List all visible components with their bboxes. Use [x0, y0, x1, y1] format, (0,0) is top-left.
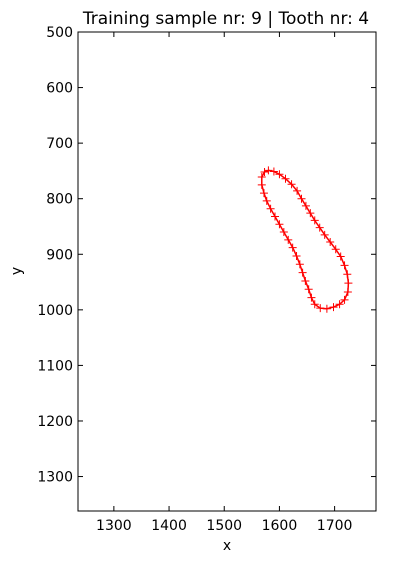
x-tick-label: 1400 [151, 518, 187, 534]
data-point-marker [257, 180, 266, 189]
y-tick-label: 1100 [37, 358, 73, 374]
plot-frame [77, 31, 377, 512]
data-point-marker [343, 270, 352, 279]
y-tick-label: 1000 [37, 303, 73, 319]
y-tick-label: 500 [46, 25, 73, 41]
data-point-marker [297, 194, 306, 203]
axis-ticks: 1300 1400 1500 1600 1700 500 600 700 800 900 1000 1… [37, 25, 376, 534]
data-point-marker [301, 276, 310, 285]
series-layer [257, 166, 353, 313]
data-point-marker [266, 204, 275, 213]
x-axis-label: x [223, 538, 231, 554]
data-point-marker [310, 300, 319, 309]
data-point-marker [344, 279, 353, 288]
data-point-marker [275, 170, 284, 179]
data-point-marker [287, 180, 296, 189]
x-tick-label: 1700 [317, 518, 353, 534]
data-point-marker [271, 212, 280, 221]
data-point-marker [257, 173, 266, 182]
series-line [261, 169, 350, 310]
x-tick-label: 1500 [206, 518, 242, 534]
data-point-marker [306, 209, 315, 218]
x-tick-label: 1600 [262, 518, 298, 534]
data-point-marker [343, 288, 352, 297]
data-point-marker [315, 223, 324, 232]
data-point-marker [340, 261, 349, 270]
data-point-marker [295, 260, 304, 269]
data-point-marker [310, 216, 319, 225]
data-point-marker [335, 300, 344, 309]
data-point-marker [288, 243, 297, 252]
data-point-marker [307, 293, 316, 302]
y-tick-label: 800 [46, 192, 73, 208]
data-point-marker [316, 304, 325, 313]
data-point-marker [281, 174, 290, 183]
y-tick-label: 600 [46, 81, 73, 97]
y-tick-label: 1200 [37, 414, 73, 430]
x-tick-label: 1300 [96, 518, 132, 534]
data-point-marker [260, 168, 269, 177]
data-point-marker [326, 238, 335, 247]
data-point-marker [331, 245, 340, 254]
data-point-marker [304, 285, 313, 294]
data-point-marker [322, 304, 331, 313]
data-point-marker [298, 268, 307, 277]
data-point-marker [340, 295, 349, 304]
data-point-marker [275, 220, 284, 229]
y-tick-label: 700 [46, 136, 73, 152]
data-point-marker [259, 189, 268, 198]
data-point-marker [264, 166, 273, 175]
chart-title: Training sample nr: 9 | Tooth nr: 4 [82, 9, 369, 29]
y-tick-label: 1300 [37, 470, 73, 486]
data-point-marker [262, 196, 271, 205]
data-point-marker [320, 230, 329, 239]
data-point-marker [301, 201, 310, 210]
data-point-marker [279, 228, 288, 237]
data-point-marker [293, 186, 302, 195]
y-axis-label: y [9, 267, 25, 275]
data-point-marker [292, 251, 301, 260]
data-point-marker [336, 252, 345, 261]
data-point-marker [284, 235, 293, 244]
data-point-marker [329, 303, 338, 312]
y-tick-label: 900 [46, 247, 73, 263]
data-point-marker [269, 167, 278, 176]
